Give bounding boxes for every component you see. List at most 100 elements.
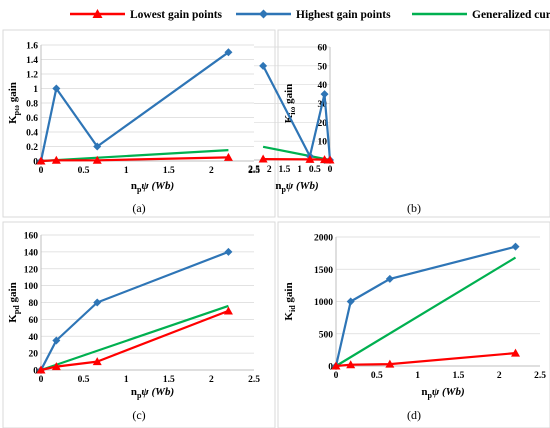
y-tick-label: 0 (33, 367, 38, 377)
y-tick-label: 10 (318, 138, 328, 148)
series-generalized-curve (335, 256, 517, 367)
x-tick-label: 0.5 (309, 165, 321, 175)
x-axis-title-rest: ψ (Wb) (432, 386, 465, 398)
data-point (331, 361, 341, 370)
series-line (335, 256, 517, 367)
data-point (52, 84, 61, 93)
series-line (40, 250, 229, 371)
data-point (93, 142, 102, 151)
y-tick-label: 120 (24, 265, 39, 275)
x-axis-title-rest: ψ (Wb) (141, 386, 174, 398)
data-point (385, 359, 395, 368)
legend-item-lowest-gain-points: Lowest gain points (70, 9, 223, 21)
y-tick-label: 40 (29, 333, 39, 343)
data-point (224, 247, 233, 256)
y-tick-label: 0.6 (26, 114, 38, 124)
chart-caption: (b) (407, 201, 421, 215)
legend-item-highest-gain-points: Highest gain points (236, 9, 391, 21)
y-tick-label: 1.6 (26, 42, 38, 52)
data-point (223, 152, 233, 161)
x-tick-label: 0 (328, 165, 333, 175)
x-tick-label: 1.5 (278, 165, 290, 175)
x-tick-label: 0.5 (371, 371, 383, 381)
x-axis-title-sub: p (137, 185, 142, 194)
series-line (39, 51, 230, 162)
y-tick-label: 40 (318, 81, 328, 91)
x-axis-title-sub: p (281, 185, 286, 194)
chart-frame (2, 221, 276, 428)
y-axis-title-rest: gain (283, 282, 295, 305)
chart-d: 0 500 1000 1500 2000 0 0.5 1 1.5 2 2.5 Kid gain npψ … (277, 221, 550, 428)
x-tick-label: 0.5 (78, 166, 90, 176)
y-axis-title-sub: iω (288, 107, 297, 115)
y-tick-label: 0.2 (26, 143, 38, 153)
x-tick-label: 2 (267, 165, 272, 175)
x-axis-title: npψ (Wb) (131, 386, 174, 400)
y-tick-label: 0 (328, 363, 333, 373)
data-point (36, 365, 46, 374)
legend-label: Highest gain points (296, 9, 391, 21)
y-tick-label: 1.4 (26, 56, 38, 66)
data-point (259, 61, 268, 70)
series-highest-gain-points (37, 48, 233, 165)
data-point (258, 154, 268, 163)
x-axis-title-main: n (421, 386, 427, 398)
legend-marker (92, 9, 103, 18)
x-tick-label: 2.5 (248, 375, 260, 385)
series-lowest-gain-points (36, 152, 233, 165)
series-line (40, 149, 229, 163)
x-tick-label: 1.5 (163, 166, 175, 176)
y-tick-label: 0 (33, 158, 38, 168)
series-highest-gain-points (332, 242, 520, 370)
chart-caption: (c) (132, 408, 145, 422)
series-line (40, 304, 229, 372)
y-axis-title-rest: gain (7, 82, 19, 105)
y-tick-label: 100 (24, 282, 39, 292)
y-tick-label: 0.8 (26, 100, 38, 110)
x-tick-label: 0.5 (78, 375, 90, 385)
y-axis-title-main: K (7, 314, 19, 323)
series-line (335, 352, 516, 368)
y-axis-title-main: K (283, 114, 295, 123)
data-point (385, 274, 394, 283)
y-axis-title-main: K (7, 115, 19, 124)
x-tick-label: 2.5 (248, 165, 260, 175)
legend-item-generalized-curve: Generalized curve (412, 9, 550, 21)
x-tick-label: 0 (334, 371, 339, 381)
data-point (511, 242, 520, 251)
y-axis-title-sub: pω (12, 105, 21, 115)
data-point (305, 154, 315, 163)
legend-label: Lowest gain points (130, 9, 223, 21)
x-axis-title-rest: ψ (Wb) (286, 180, 319, 192)
y-tick-label: 50 (318, 62, 328, 72)
data-point (224, 48, 233, 57)
chart-caption: (a) (132, 201, 145, 215)
y-axis-title-sub: pd (12, 305, 21, 314)
series-generalized-curve (262, 145, 331, 162)
y-tick-label: 20 (29, 350, 39, 360)
series-generalized-curve (40, 149, 229, 163)
x-tick-label: 1 (124, 166, 129, 176)
x-tick-label: 1.5 (163, 375, 175, 385)
y-axis-title: Kpω gain (7, 82, 21, 124)
x-axis-title-rest: ψ (Wb) (141, 180, 174, 192)
chart-c: 0 20 40 60 80 100 120 140 160 0 0.5 1 1.5 2 2.5 Kpd gai… (2, 221, 276, 428)
x-axis-title-main: n (275, 180, 281, 192)
y-tick-label: 0.4 (26, 129, 38, 139)
series-highest-gain-points (37, 247, 233, 374)
x-tick-label: 2 (209, 375, 214, 385)
x-axis-title: npψ (Wb) (275, 180, 318, 194)
series-generalized-curve (40, 304, 229, 372)
x-tick-label: 2.5 (534, 371, 546, 381)
x-axis-title-sub: p (427, 391, 432, 400)
y-tick-label: 140 (24, 248, 39, 258)
y-tick-label: 20 (318, 119, 328, 129)
x-tick-label: 2.5 (248, 166, 260, 176)
legend-label: Generalized curve (472, 9, 550, 21)
chart-frame (277, 221, 550, 428)
series-lowest-gain-points (258, 154, 335, 164)
y-tick-label: 2000 (314, 234, 333, 244)
y-tick-label: 1 (33, 85, 38, 95)
